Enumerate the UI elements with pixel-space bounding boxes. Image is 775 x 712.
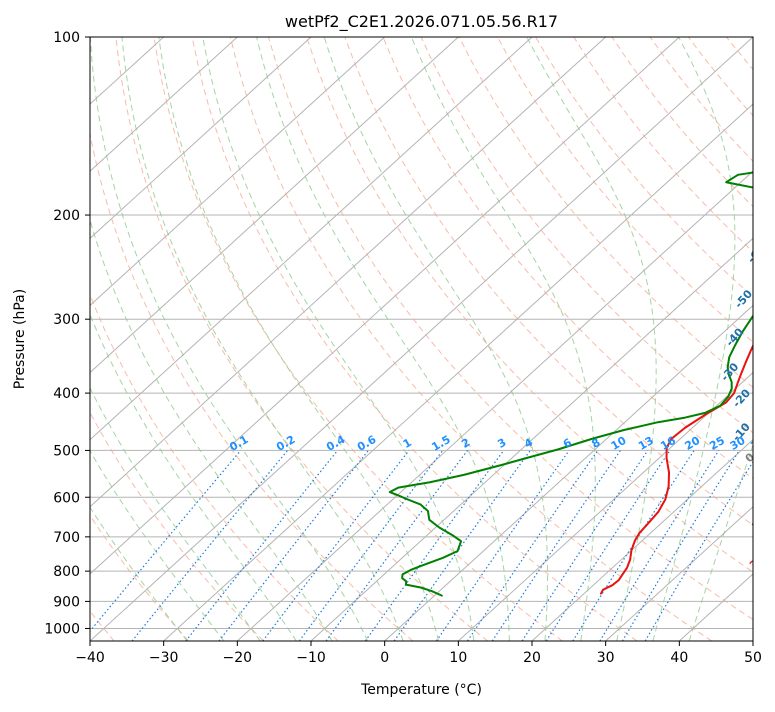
x-tick-label: −30 [149, 650, 179, 666]
x-tick-label: 50 [744, 650, 762, 666]
chart-title: wetPf2_C2E1.2026.071.05.56.R17 [285, 12, 558, 32]
y-tick-label: 600 [53, 490, 80, 506]
x-tick-label: 0 [380, 650, 389, 666]
y-tick-label: 300 [53, 312, 80, 328]
y-tick-label: 100 [53, 30, 80, 46]
y-tick-label: 900 [53, 594, 80, 610]
y-tick-label: 500 [53, 443, 80, 459]
x-tick-label: −20 [223, 650, 253, 666]
x-tick-label: 10 [449, 650, 467, 666]
x-tick-label: 40 [670, 650, 688, 666]
x-tick-label: −40 [75, 650, 105, 666]
y-tick-label: 800 [53, 564, 80, 580]
x-tick-label: 30 [597, 650, 615, 666]
y-tick-label: 400 [53, 386, 80, 402]
x-axis-label: Temperature (°C) [360, 682, 482, 698]
y-tick-label: 200 [53, 208, 80, 224]
y-tick-label: 1000 [44, 621, 80, 637]
y-axis-label: Pressure (hPa) [12, 289, 28, 389]
x-tick-label: 20 [523, 650, 541, 666]
x-tick-label: −10 [296, 650, 326, 666]
y-tick-label: 700 [53, 530, 80, 546]
